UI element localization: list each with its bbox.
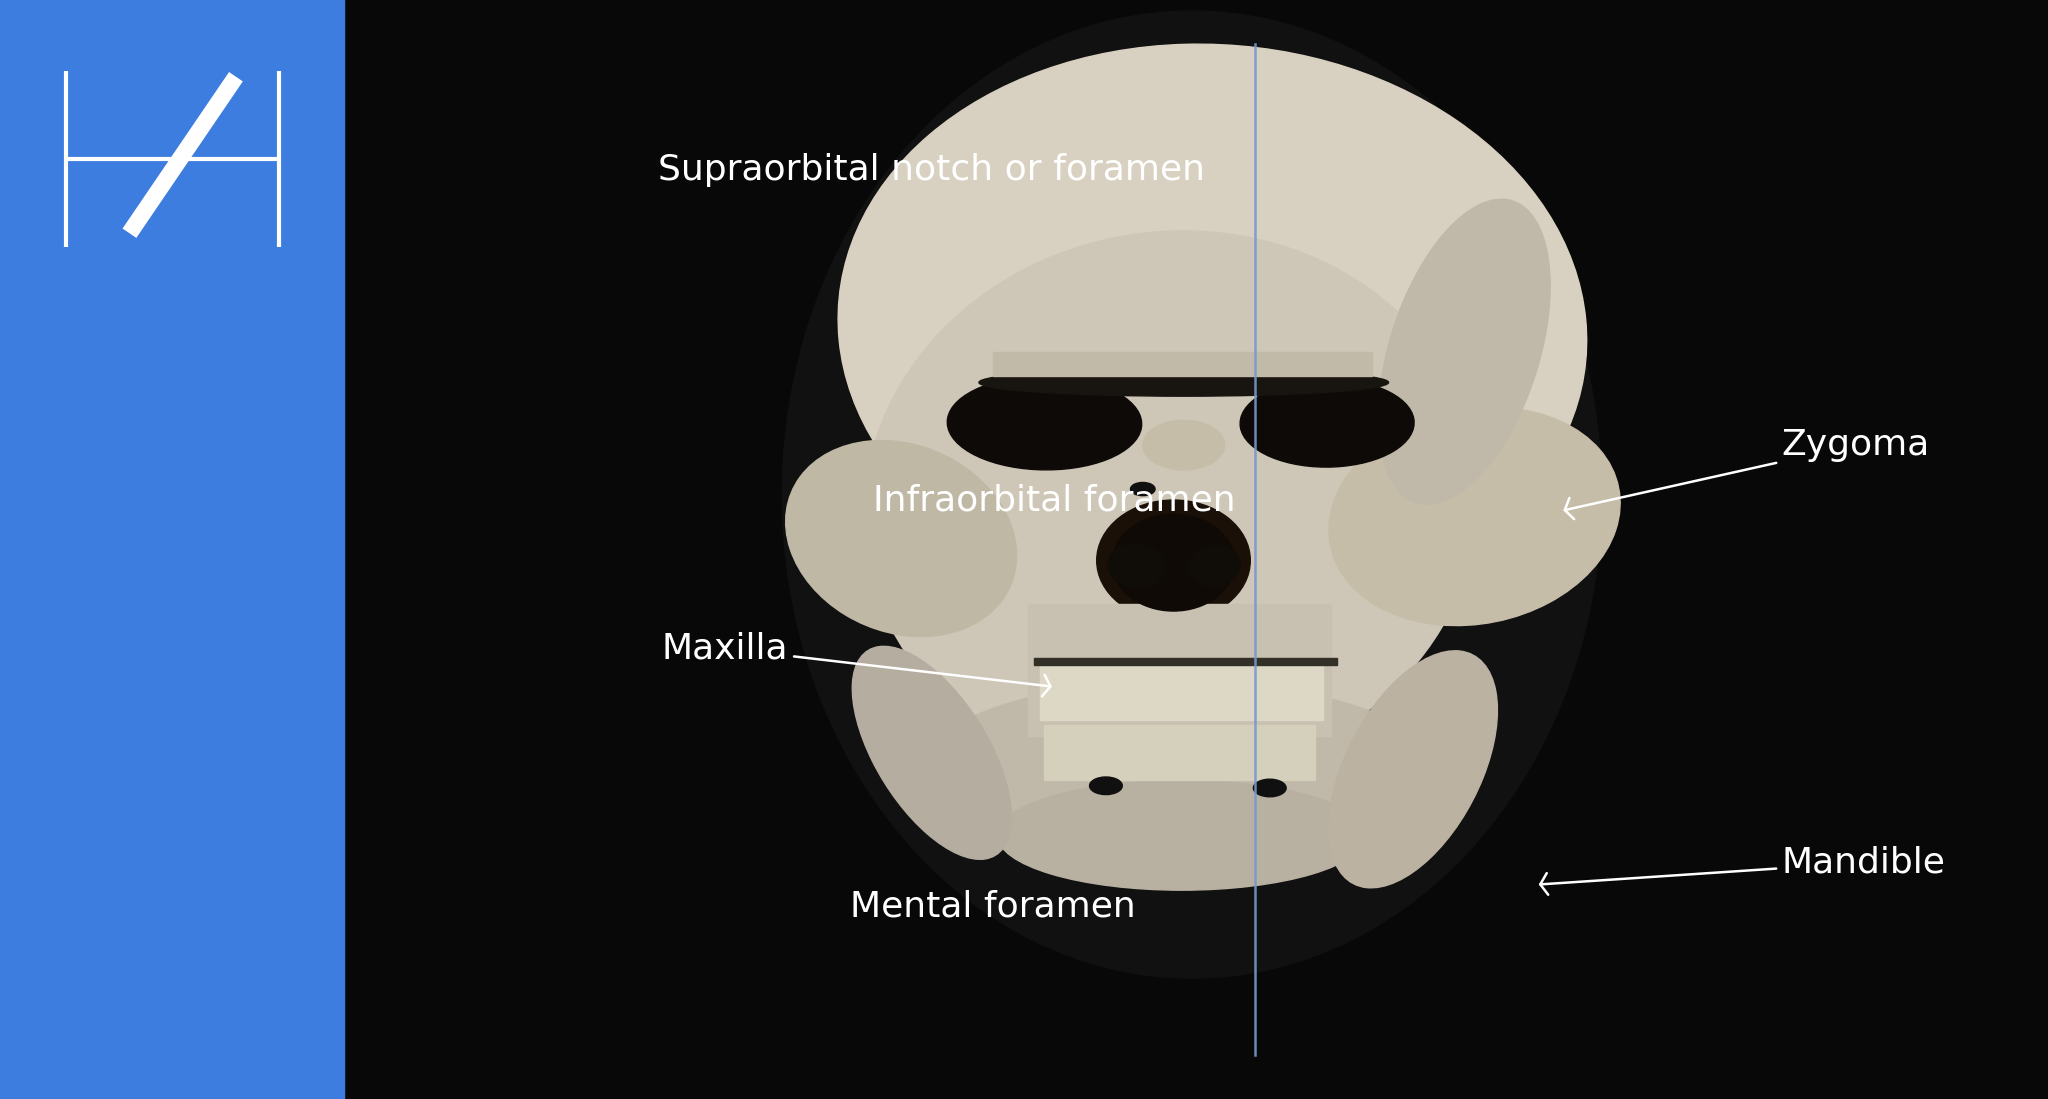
Ellipse shape: [1188, 545, 1241, 587]
Text: Infraorbital foramen: Infraorbital foramen: [872, 484, 1237, 517]
Bar: [1028, 604, 1331, 736]
Ellipse shape: [1112, 514, 1235, 611]
Bar: [0, 0, 344, 1099]
Ellipse shape: [997, 780, 1366, 890]
Ellipse shape: [1329, 408, 1620, 625]
Ellipse shape: [948, 376, 1141, 470]
Bar: [993, 352, 1372, 376]
Text: Mandible: Mandible: [1540, 846, 1946, 895]
Ellipse shape: [1108, 544, 1165, 588]
Bar: [1044, 725, 1315, 780]
Circle shape: [1253, 779, 1286, 797]
Ellipse shape: [838, 44, 1587, 615]
Ellipse shape: [786, 441, 1016, 636]
Ellipse shape: [1098, 500, 1249, 621]
Ellipse shape: [1143, 421, 1225, 470]
Text: Maxilla: Maxilla: [662, 632, 1051, 697]
Ellipse shape: [979, 369, 1389, 396]
Ellipse shape: [1329, 651, 1497, 888]
Ellipse shape: [864, 231, 1479, 780]
Bar: [1034, 658, 1337, 665]
Bar: [1040, 659, 1323, 720]
Circle shape: [1090, 777, 1122, 795]
Ellipse shape: [782, 11, 1602, 978]
Circle shape: [1130, 482, 1155, 496]
Ellipse shape: [922, 681, 1434, 857]
Text: Mental foramen: Mental foramen: [850, 890, 1137, 923]
Ellipse shape: [1378, 199, 1550, 504]
Text: Supraorbital notch or foramen: Supraorbital notch or foramen: [657, 154, 1206, 187]
Text: Zygoma: Zygoma: [1565, 429, 1929, 519]
Ellipse shape: [1241, 379, 1413, 467]
Ellipse shape: [852, 646, 1012, 859]
